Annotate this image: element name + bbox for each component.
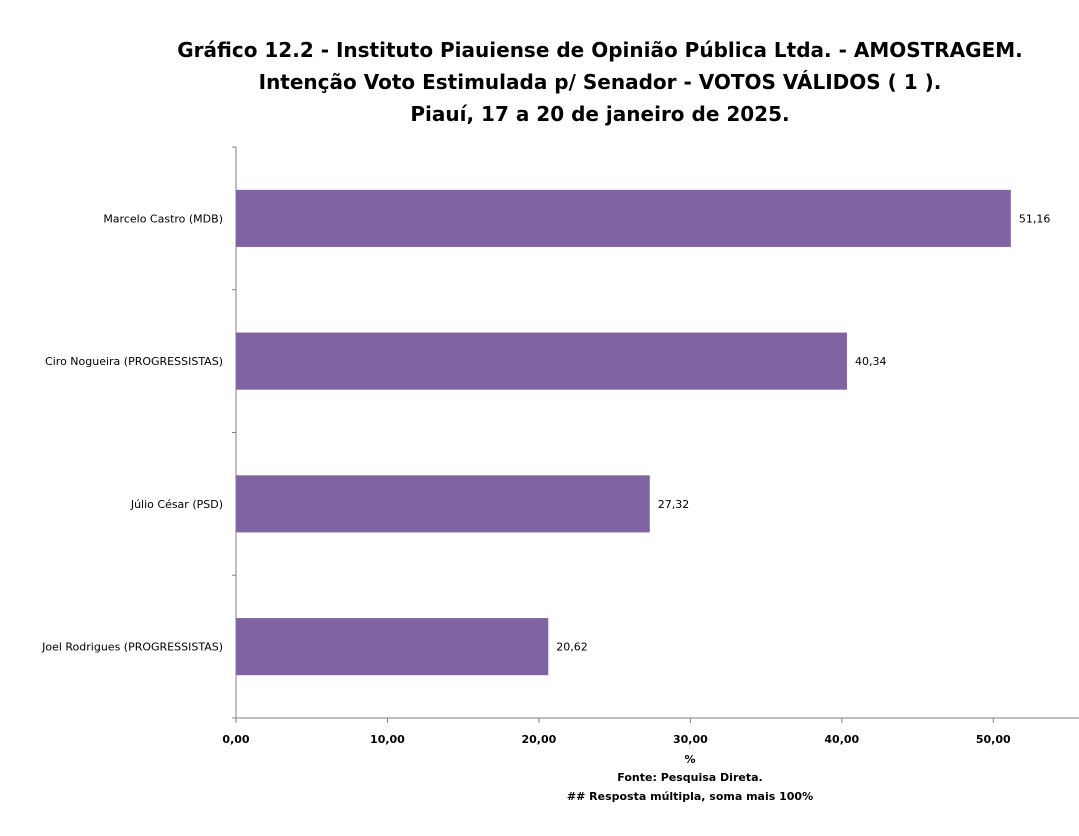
category-label: Joel Rodrigues (PROGRESSISTAS)	[41, 641, 223, 654]
x-tick-label: 30,00	[673, 733, 708, 746]
data-label: 51,16	[1019, 212, 1051, 225]
x-tick-label: 0,00	[222, 733, 249, 746]
bar-chart: 0,00 10,00 20,00 30,00 40,00 50,00 Marcelo Cas…	[41, 146, 1079, 746]
title-line-3: Piauí, 17 a 20 de janeiro de 2025.	[410, 102, 790, 126]
source-note: Fonte: Pesquisa Direta.	[617, 771, 763, 784]
category-label: Júlio César (PSD)	[130, 498, 223, 511]
footnote: ## Resposta múltipla, soma mais 100%	[566, 790, 814, 803]
chart-title: Gráfico 12.2 - Instituto Piauiense de Op…	[0, 34, 1079, 130]
title-line-2: Intenção Voto Estimulada p/ Senador - VO…	[258, 70, 942, 94]
bar	[236, 475, 650, 533]
title-line-1: Gráfico 12.2 - Instituto Piauiense de Op…	[177, 38, 1023, 62]
x-tick-label: 10,00	[370, 733, 405, 746]
bar	[236, 189, 1011, 247]
data-label: 20,62	[556, 641, 588, 654]
x-tick-label: 20,00	[522, 733, 557, 746]
category-label: Marcelo Castro (MDB)	[103, 212, 223, 225]
bar	[236, 332, 847, 390]
category-label: Ciro Nogueira (PROGRESSISTAS)	[45, 355, 223, 368]
x-tick-label: 50,00	[976, 733, 1011, 746]
bar	[236, 618, 549, 676]
x-axis-label: %	[684, 753, 696, 766]
x-tick-label: 40,00	[824, 733, 859, 746]
data-label: 27,32	[658, 498, 690, 511]
data-label: 40,34	[855, 355, 887, 368]
